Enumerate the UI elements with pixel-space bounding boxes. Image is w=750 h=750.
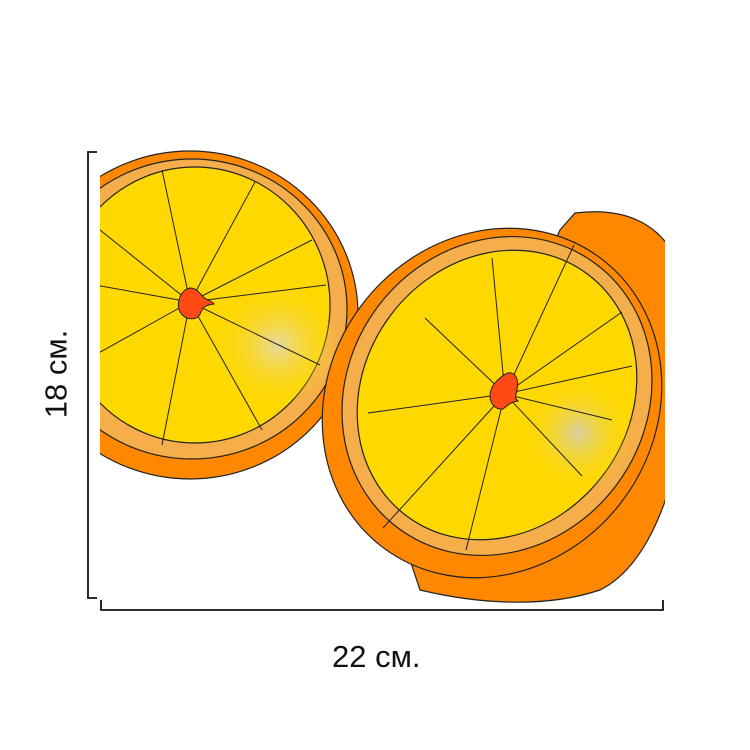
- right-segment-lines: [367, 244, 633, 551]
- left-core: [177, 287, 215, 320]
- height-label: 18 см.: [38, 329, 74, 419]
- right-orange-half: [321, 211, 665, 603]
- left-orange-half: [100, 150, 359, 480]
- height-dimension-line: [87, 151, 97, 599]
- width-dimension-line: [100, 600, 664, 611]
- width-label: 22 см.: [332, 639, 421, 674]
- right-core: [489, 372, 520, 410]
- left-segment-lines: [100, 169, 327, 446]
